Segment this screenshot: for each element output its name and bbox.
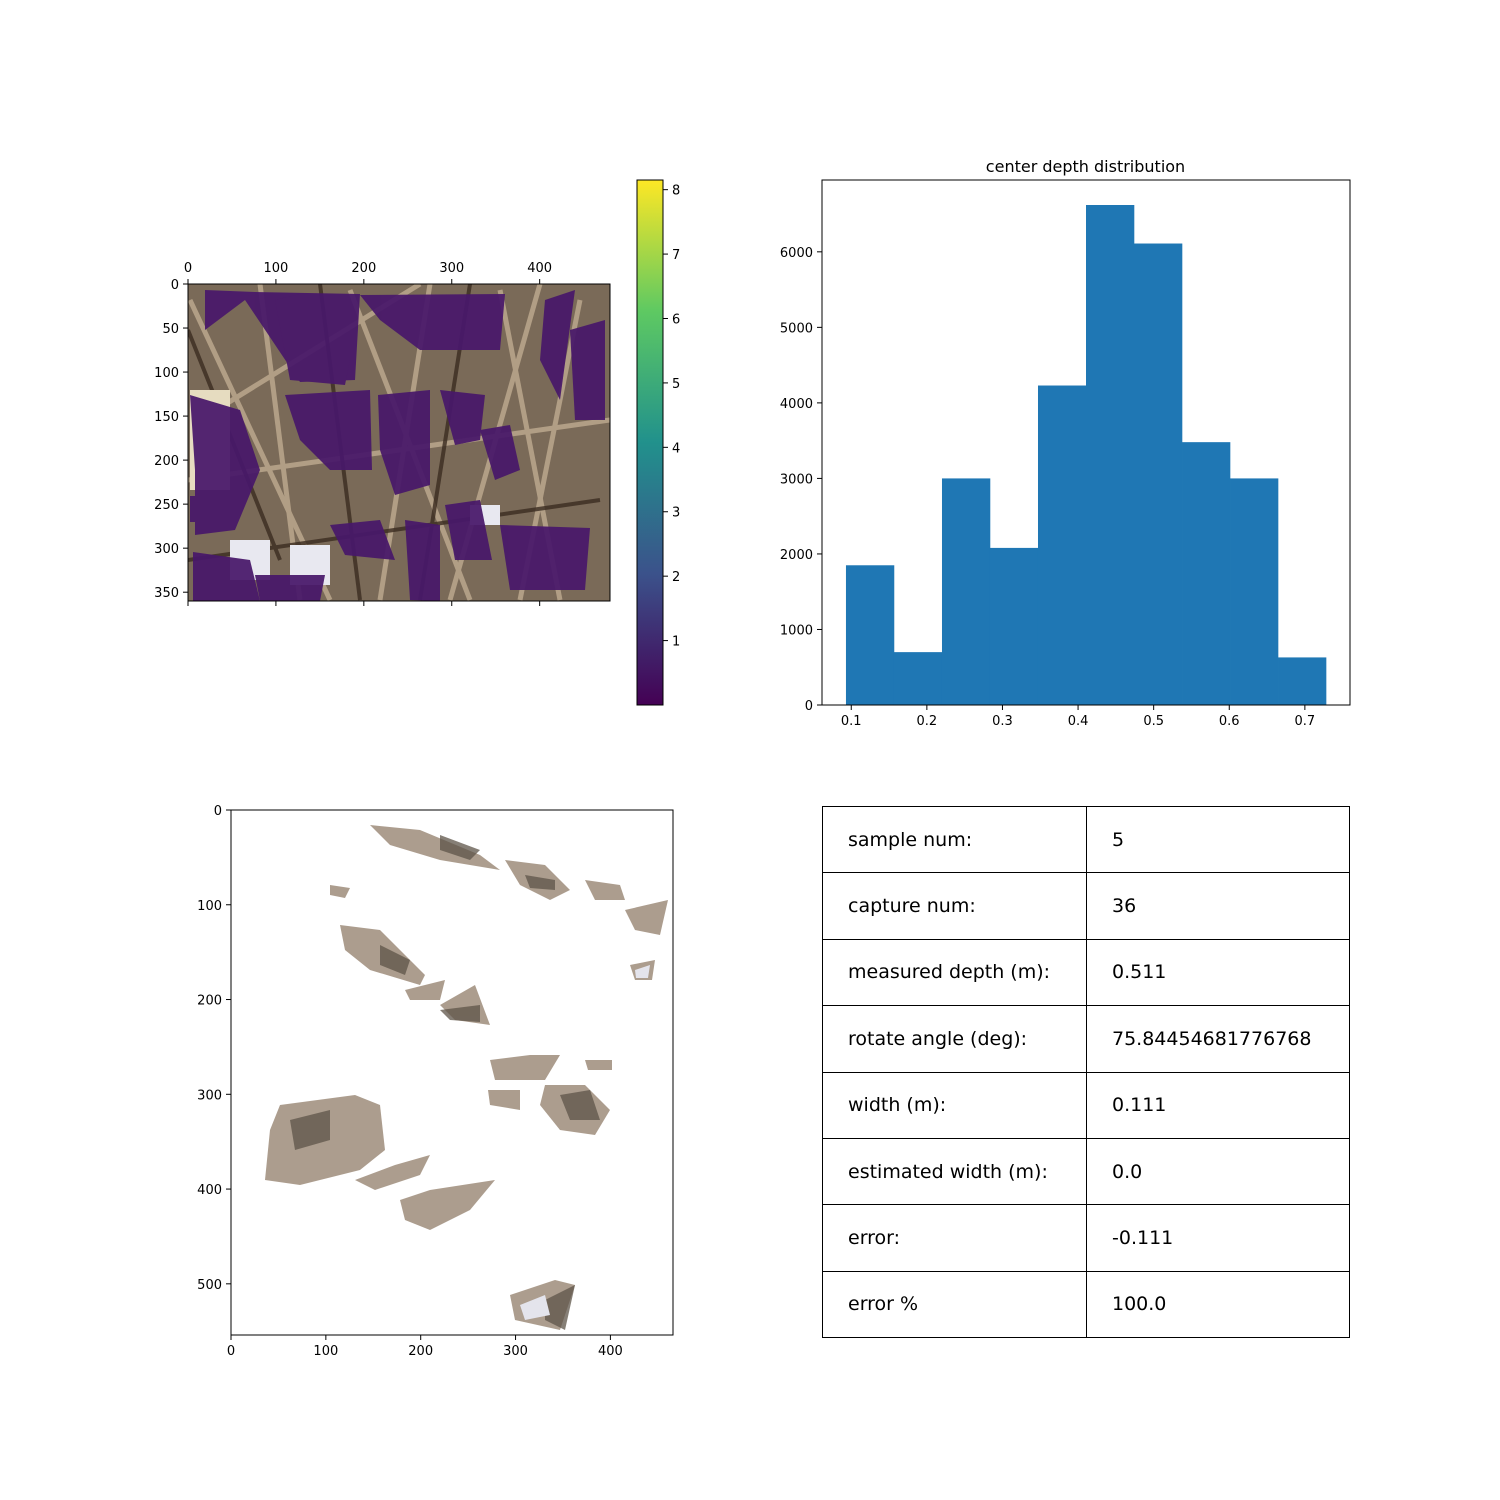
x-tick-label: 400 — [598, 1344, 623, 1359]
histogram-title: center depth distribution — [986, 157, 1185, 176]
table-row: width (m): 0.111 — [822, 1071, 1350, 1139]
histogram-bar — [1086, 205, 1135, 705]
table-key: capture num: — [822, 872, 1087, 940]
x-tick-label: 100 — [264, 261, 289, 276]
x-tick-label: 0 — [184, 261, 192, 276]
colorbar-tick-label: 7 — [672, 248, 680, 263]
table-key: measured depth (m): — [822, 938, 1087, 1007]
table-value: 5 — [1086, 805, 1350, 874]
table-value: 0.0 — [1086, 1137, 1350, 1206]
colorbar-tick-label: 5 — [672, 377, 680, 392]
y-tick-label: 350 — [154, 586, 179, 601]
table-key: width (m): — [822, 1071, 1087, 1139]
y-tick-label: 250 — [154, 498, 179, 513]
y-tick-label: 5000 — [780, 321, 813, 336]
rotated-crop-panel: 0 100 200 300 400 0 100 200 300 400 500 — [197, 804, 674, 1359]
depth-overlay-x-ticks: 0 100 200 300 400 — [184, 261, 552, 606]
x-tick-label: 100 — [313, 1344, 338, 1359]
x-tick-label: 0.1 — [841, 714, 862, 729]
rotated-crop-y-ticks: 0 100 200 300 400 500 — [197, 804, 231, 1293]
x-tick-label: 0.3 — [992, 714, 1013, 729]
y-tick-label: 0 — [805, 699, 813, 714]
histogram-bar — [1182, 442, 1231, 705]
table-row: rotate angle (deg): 75.84454681776768 — [822, 1005, 1350, 1073]
table-key: sample num: — [822, 805, 1087, 874]
y-tick-label: 400 — [197, 1183, 222, 1198]
x-tick-label: 400 — [527, 261, 552, 276]
x-tick-label: 300 — [439, 261, 464, 276]
x-tick-label: 0.2 — [917, 714, 938, 729]
colorbar-tick-label: 8 — [672, 184, 680, 199]
colorbar-tick-label: 4 — [672, 441, 680, 456]
y-tick-label: 50 — [162, 322, 179, 337]
colorbar-ticks: 1 2 3 4 5 6 7 8 — [663, 184, 680, 650]
y-tick-label: 100 — [154, 366, 179, 381]
histogram-bar — [845, 565, 895, 705]
table-value: 75.84454681776768 — [1086, 1005, 1350, 1073]
rotated-crop-frame — [230, 809, 674, 1336]
histogram-x-ticks: 0.1 0.2 0.3 0.4 0.5 0.6 0.7 — [841, 705, 1315, 729]
table-value: 0.111 — [1086, 1071, 1350, 1139]
y-tick-label: 200 — [197, 994, 222, 1009]
rotated-crop-x-ticks: 0 100 200 300 400 — [227, 1335, 623, 1359]
table-value: 0.511 — [1086, 938, 1350, 1007]
table-key: rotate angle (deg): — [822, 1005, 1087, 1073]
x-tick-label: 0.5 — [1143, 714, 1164, 729]
table-value: 36 — [1086, 872, 1350, 940]
y-tick-label: 1000 — [780, 623, 813, 638]
histogram-bar — [1037, 385, 1087, 705]
histogram-frame — [821, 179, 1351, 706]
x-tick-label: 0.6 — [1219, 714, 1240, 729]
table-key: error % — [822, 1270, 1087, 1339]
table-key: error: — [822, 1204, 1087, 1272]
histogram-panel: center depth distribution 0.1 0.2 0.3 0.4 0.… — [780, 157, 1351, 729]
y-tick-label: 6000 — [780, 246, 813, 261]
results-table: sample num: 5 capture num: 36 measured dep… — [822, 805, 1350, 1339]
y-tick-label: 200 — [154, 454, 179, 469]
colorbar — [636, 179, 664, 706]
y-tick-label: 500 — [197, 1278, 222, 1293]
depth-overlay-panel: 0 100 200 300 400 0 50 100 150 200 250 300 350 1 2 3 4… — [154, 179, 680, 706]
table-key: estimated width (m): — [822, 1137, 1087, 1206]
y-tick-label: 0 — [171, 278, 179, 293]
y-tick-label: 0 — [214, 804, 222, 819]
x-tick-label: 300 — [503, 1344, 528, 1359]
rotated-crop-image — [265, 825, 668, 1330]
table-row: error % 100.0 — [822, 1270, 1350, 1339]
y-tick-label: 4000 — [780, 397, 813, 412]
table-row: estimated width (m): 0.0 — [822, 1137, 1350, 1206]
histogram-y-ticks: 0 1000 2000 3000 4000 5000 6000 — [780, 246, 822, 714]
table-row: capture num: 36 — [822, 872, 1350, 940]
colorbar-tick-label: 3 — [672, 506, 680, 521]
x-tick-label: 200 — [351, 261, 376, 276]
table-row: measured depth (m): 0.511 — [822, 938, 1350, 1007]
table-value: 100.0 — [1086, 1270, 1350, 1339]
x-tick-label: 0 — [227, 1344, 235, 1359]
y-tick-label: 150 — [154, 410, 179, 425]
depth-overlay-y-ticks: 0 50 100 150 200 250 300 350 — [154, 278, 188, 601]
histogram-bars — [845, 205, 1327, 705]
histogram-bar — [1230, 478, 1279, 705]
x-tick-label: 200 — [408, 1344, 433, 1359]
y-tick-label: 300 — [197, 1088, 222, 1103]
histogram-bar — [941, 478, 991, 705]
histogram-bar — [1134, 243, 1183, 705]
x-tick-label: 0.7 — [1295, 714, 1316, 729]
histogram-bar — [893, 652, 943, 705]
colorbar-tick-label: 2 — [672, 570, 680, 585]
table-row: sample num: 5 — [822, 805, 1350, 874]
table-value: -0.111 — [1086, 1204, 1350, 1272]
depth-overlay-frame — [187, 283, 611, 602]
x-tick-label: 0.4 — [1068, 714, 1089, 729]
depth-overlay-image — [188, 284, 610, 601]
table-row: error: -0.111 — [822, 1204, 1350, 1272]
colorbar-tick-label: 1 — [672, 635, 680, 650]
colorbar-tick-label: 6 — [672, 312, 680, 327]
y-tick-label: 2000 — [780, 548, 813, 563]
y-tick-label: 3000 — [780, 472, 813, 487]
y-tick-label: 100 — [197, 899, 222, 914]
histogram-bar — [989, 547, 1039, 705]
histogram-bar — [1278, 657, 1327, 705]
y-tick-label: 300 — [154, 542, 179, 557]
